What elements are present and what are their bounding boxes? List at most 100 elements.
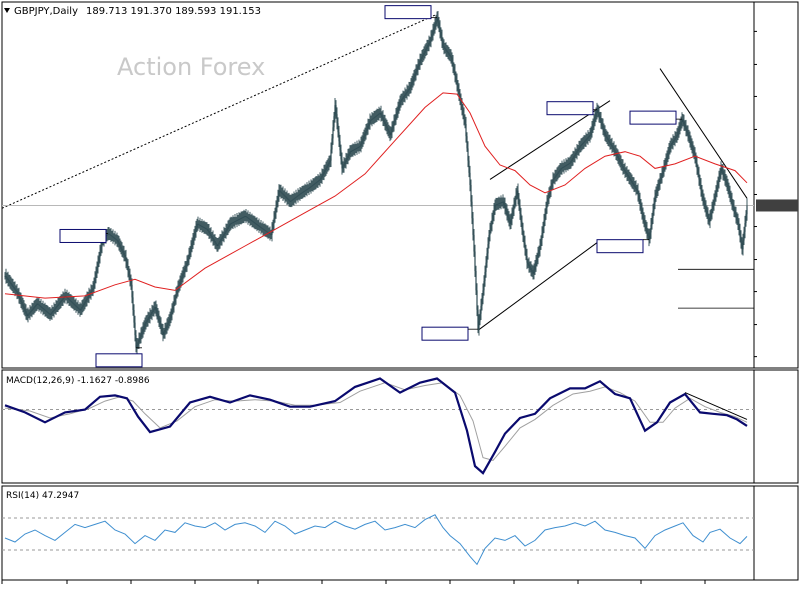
candle-body bbox=[33, 307, 35, 309]
candle-body bbox=[534, 265, 536, 270]
candle-body bbox=[211, 236, 213, 238]
candle-body bbox=[597, 109, 599, 113]
candle-body bbox=[698, 173, 700, 180]
candle-body bbox=[467, 148, 469, 161]
candle-body bbox=[244, 216, 246, 217]
candle-body bbox=[464, 119, 466, 124]
candle-body bbox=[76, 306, 78, 308]
price-annotation-box bbox=[629, 110, 677, 125]
candle-body bbox=[684, 124, 686, 128]
candle-body bbox=[726, 182, 728, 185]
candle-body bbox=[582, 142, 584, 144]
candle-body bbox=[401, 98, 403, 101]
candle-body bbox=[26, 313, 28, 316]
candle-body bbox=[34, 306, 36, 308]
candle-body bbox=[110, 235, 112, 236]
candle-body bbox=[162, 331, 164, 335]
candle-body bbox=[92, 288, 94, 290]
candle-body bbox=[22, 304, 24, 307]
candle-body bbox=[528, 264, 530, 267]
candle-body bbox=[120, 246, 122, 249]
candle-body bbox=[637, 190, 639, 196]
candle-body bbox=[565, 165, 567, 167]
candle-body bbox=[305, 189, 307, 191]
collapse-triangle-icon[interactable] bbox=[4, 8, 10, 13]
candle-body bbox=[427, 44, 429, 47]
candle-body bbox=[455, 75, 457, 81]
candle-body bbox=[495, 204, 497, 206]
candle-body bbox=[652, 210, 654, 218]
candle-body bbox=[730, 196, 732, 200]
candle-body bbox=[433, 27, 435, 31]
candle-body bbox=[450, 56, 452, 58]
candle-body bbox=[136, 345, 138, 348]
candle-body bbox=[619, 160, 621, 163]
candle-body bbox=[270, 234, 272, 236]
candle-body bbox=[463, 114, 465, 120]
candle-body bbox=[168, 320, 170, 323]
candle-body bbox=[403, 96, 405, 98]
candle-body bbox=[579, 146, 581, 148]
candle-body bbox=[429, 40, 431, 43]
candle-body bbox=[235, 220, 237, 222]
candle-body bbox=[574, 154, 576, 157]
candle-body bbox=[537, 253, 539, 258]
candle-body bbox=[90, 291, 92, 294]
candle-body bbox=[252, 221, 254, 223]
candle-body bbox=[407, 90, 409, 92]
candle-body bbox=[673, 139, 675, 142]
candle-body bbox=[612, 146, 614, 149]
candle-body bbox=[18, 294, 20, 298]
candle-body bbox=[416, 68, 418, 72]
candle-body bbox=[703, 199, 705, 204]
candle-body bbox=[130, 280, 132, 285]
candle-body bbox=[158, 317, 160, 321]
candle-body bbox=[588, 136, 590, 138]
candle-body bbox=[319, 179, 321, 181]
candle-body bbox=[188, 254, 190, 259]
candle-body bbox=[32, 308, 34, 310]
candle-body bbox=[50, 313, 52, 315]
candle-body bbox=[218, 242, 220, 245]
candle-body bbox=[627, 174, 629, 177]
candle-body bbox=[436, 17, 438, 21]
candle-body bbox=[248, 218, 250, 220]
candle-body bbox=[161, 327, 163, 332]
candle-body bbox=[273, 218, 275, 224]
candle-body bbox=[14, 288, 16, 290]
candle-body bbox=[447, 51, 449, 54]
candle-body bbox=[143, 326, 145, 330]
candle-body bbox=[443, 46, 445, 48]
candle-body bbox=[516, 190, 518, 196]
candle-body bbox=[618, 157, 620, 161]
candle-body bbox=[68, 298, 70, 300]
candle-body bbox=[519, 206, 521, 214]
candle-body bbox=[153, 308, 155, 311]
candle-body bbox=[367, 125, 369, 129]
candle-body bbox=[15, 289, 17, 292]
candle-body bbox=[141, 331, 143, 335]
candle-body bbox=[567, 164, 569, 165]
candle-body bbox=[660, 177, 662, 181]
candle-body bbox=[121, 248, 123, 251]
candle-body bbox=[665, 160, 667, 164]
candle-body bbox=[396, 111, 398, 116]
candle-body bbox=[48, 313, 50, 314]
candle-body bbox=[418, 63, 420, 67]
candle-body bbox=[321, 175, 323, 178]
candle-body bbox=[621, 164, 623, 167]
candle-body bbox=[43, 308, 45, 310]
candle-body bbox=[562, 167, 564, 168]
candle-body bbox=[688, 135, 690, 139]
candle-body bbox=[376, 115, 378, 117]
candle-body bbox=[178, 284, 180, 288]
candle-body bbox=[311, 185, 313, 187]
candle-body bbox=[578, 147, 580, 150]
candle-body bbox=[220, 239, 222, 241]
candle-body bbox=[293, 198, 295, 200]
candle-body bbox=[264, 229, 266, 231]
candle-body bbox=[144, 323, 146, 327]
candle-body bbox=[523, 236, 525, 243]
candle-body bbox=[404, 94, 406, 97]
candle-body bbox=[56, 305, 58, 308]
